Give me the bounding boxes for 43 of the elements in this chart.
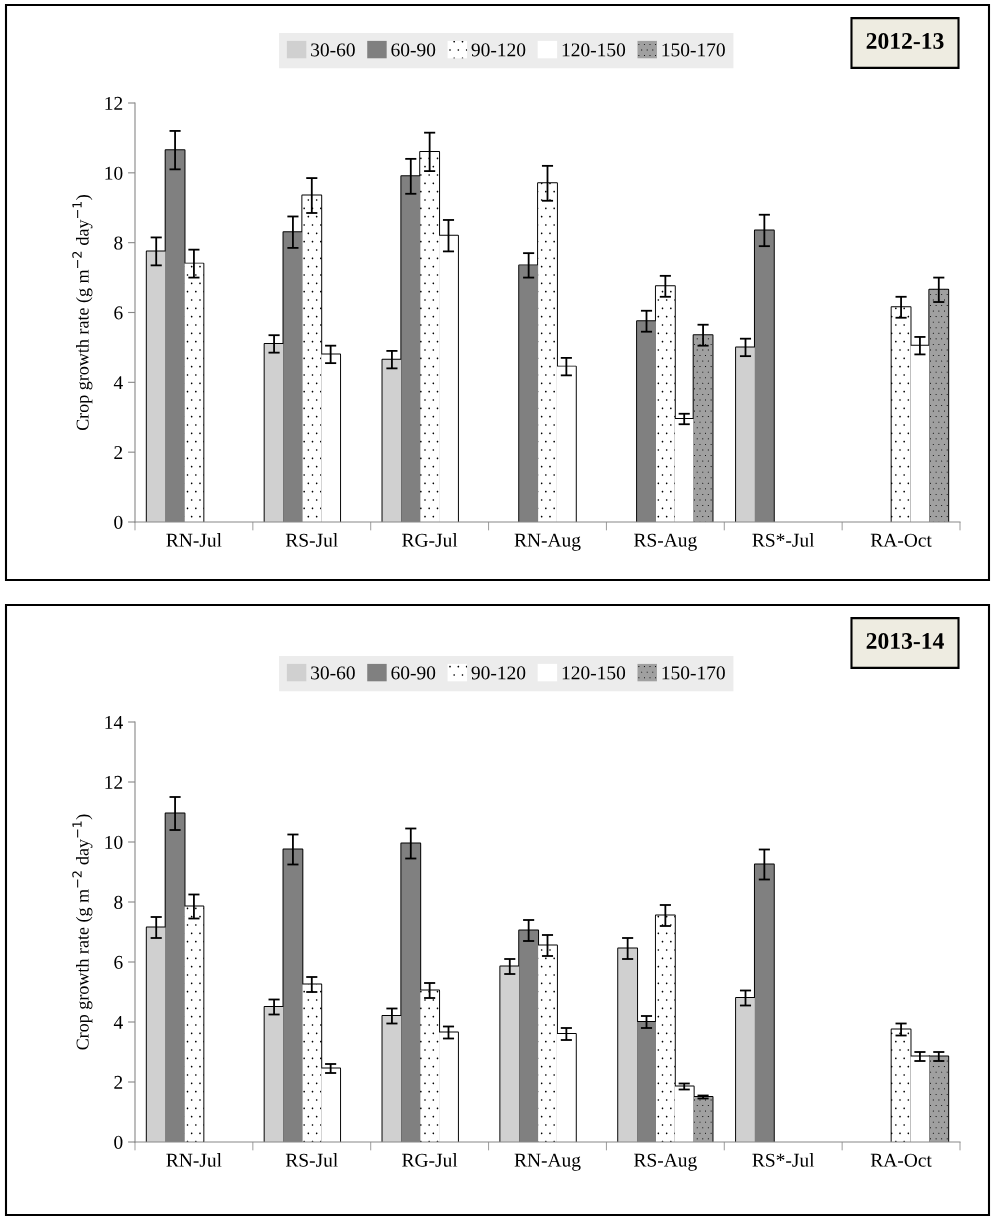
x-tick-label: RS-Aug [634, 1153, 697, 1171]
x-tick-label: RN-Aug [514, 1153, 581, 1171]
y-axis-title: Crop growth rate (g m$^{−2}$ day$^{−1}$) [72, 814, 93, 1050]
legend-label: 150-170 [662, 43, 725, 57]
legend-label: 30-60 [311, 666, 355, 680]
legend-label: 90-120 [471, 666, 526, 680]
y-tick-label: 4 [113, 376, 123, 390]
legend-label: 60-90 [391, 666, 436, 680]
y-axis-title: Crop growth rate (g m$^{−2}$ day$^{−1}$) [72, 195, 93, 431]
y-tick-label: 2 [114, 1075, 123, 1089]
y-tick-label: 12 [105, 96, 123, 110]
y-tick-label: 10 [105, 835, 123, 849]
legend-label: 90-120 [471, 43, 526, 57]
y-tick-label: 14 [105, 715, 123, 729]
x-tick-label: RS*-Jul [752, 1153, 815, 1167]
x-tick-label: RA-Oct [870, 533, 932, 547]
chart-title: 2013-14 [866, 632, 944, 649]
y-tick-label: 6 [114, 306, 123, 320]
legend-label: 30-60 [311, 43, 355, 57]
x-tick-label: RS-Jul [285, 1153, 338, 1167]
legend-label: 150-170 [662, 666, 725, 680]
y-tick-label: 6 [114, 955, 123, 969]
y-tick-label: 0 [114, 515, 123, 529]
x-tick-label: RS*-Jul [752, 533, 815, 547]
y-tick-label: 4 [113, 1015, 123, 1029]
x-tick-label: RG-Jul [402, 1153, 458, 1167]
x-tick-label: RA-Oct [870, 1153, 932, 1167]
x-tick-label: RN-Jul [166, 533, 222, 547]
x-tick-label: RS-Aug [634, 533, 697, 551]
x-tick-label: RS-Jul [285, 533, 338, 547]
y-tick-label: 2 [114, 446, 123, 459]
chart-title: 2012-13 [866, 32, 944, 49]
y-tick-label: 12 [105, 775, 123, 789]
legend-label: 60-90 [391, 43, 436, 57]
legend-label: 120-150 [562, 666, 626, 680]
y-tick-label: 8 [114, 236, 123, 250]
x-tick-label: RG-Jul [402, 533, 458, 547]
y-tick-label: 8 [114, 895, 123, 909]
y-tick-label: 0 [114, 1135, 123, 1149]
x-tick-label: RN-Jul [166, 1153, 222, 1167]
y-tick-label: 10 [105, 166, 123, 180]
x-tick-label: RN-Aug [514, 533, 581, 551]
legend-label: 120-150 [562, 43, 626, 57]
